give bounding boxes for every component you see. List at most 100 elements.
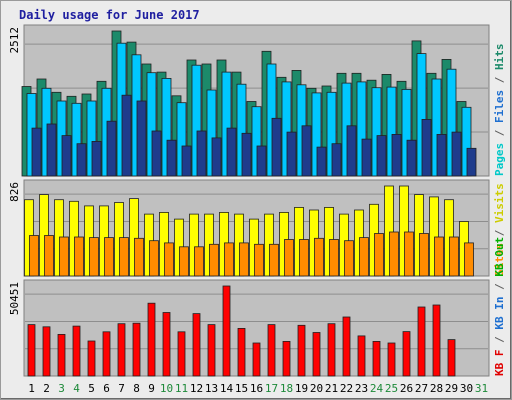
- bar-kb-f-day-19: [297, 324, 306, 377]
- panel-1-ymax-label: 2512: [8, 27, 21, 54]
- bar-pages-day-10: [166, 139, 177, 177]
- bar-sites-day-16: [254, 243, 264, 277]
- bar-pages-day-4: [76, 143, 87, 177]
- bar-kb-f-day-6: [102, 331, 111, 377]
- legend-separator: /: [493, 336, 506, 350]
- bar-sites-day-20: [314, 237, 324, 277]
- bar-pages-day-22: [346, 125, 357, 177]
- bar-pages-day-28: [436, 133, 447, 177]
- bar-sites-day-12: [194, 246, 204, 277]
- bar-pages-day-17: [271, 117, 282, 177]
- bar-pages-day-13: [211, 137, 222, 177]
- bar-visits-day-12: [189, 213, 199, 277]
- bar-pages-day-27: [421, 119, 432, 177]
- bar-kb-f-day-28: [432, 304, 441, 377]
- bar-sites-day-6: [104, 237, 114, 277]
- bar-kb-f-day-13: [207, 324, 216, 377]
- bar-kb-f-day-20: [312, 332, 321, 377]
- bar-sites-day-28: [434, 236, 444, 277]
- day-label-6: 6: [103, 382, 110, 395]
- day-label-26: 26: [400, 382, 413, 395]
- bar-files-day-13: [206, 89, 217, 177]
- bar-pages-day-2: [46, 123, 57, 177]
- bar-pages-day-8: [136, 100, 147, 177]
- bar-sites-day-26: [404, 231, 414, 277]
- bar-pages-day-3: [61, 135, 72, 177]
- bar-files-day-28: [431, 78, 442, 177]
- bar-pages-day-16: [256, 145, 267, 177]
- day-label-8: 8: [133, 382, 140, 395]
- bar-files-day-26: [401, 89, 412, 177]
- panel-2: 826 Sites / Visits: [8, 179, 506, 277]
- bar-kb-f-day-4: [72, 325, 81, 377]
- day-labels: 1 2 3 4 5 6 7 8 9 10 11 12 13 14 15 16 17 18 19 20 21 22 23 24 2…: [28, 382, 488, 395]
- bar-kb-f-day-17: [267, 324, 276, 377]
- bar-kb-f-day-27: [417, 306, 426, 377]
- bar-files-day-4: [71, 102, 82, 177]
- day-label-7: 7: [118, 382, 125, 395]
- bar-pages-day-26: [406, 139, 417, 177]
- bar-kb-f-day-11: [177, 331, 186, 377]
- bar-kb-f-day-14: [222, 285, 231, 377]
- bar-sites-day-8: [134, 237, 144, 277]
- day-label-20: 20: [310, 382, 323, 395]
- bar-files-day-25: [386, 86, 397, 177]
- legend-separator: /: [493, 129, 506, 143]
- day-label-12: 12: [190, 382, 203, 395]
- day-label-30: 30: [460, 382, 473, 395]
- bar-pages-day-14: [226, 127, 237, 177]
- bar-files-day-9: [146, 72, 157, 177]
- panel-2-ymax-label: 826: [8, 182, 21, 202]
- bar-sites-day-11: [179, 246, 189, 277]
- bar-kb-f-day-18: [282, 340, 291, 377]
- day-label-22: 22: [340, 382, 353, 395]
- day-label-19: 19: [295, 382, 308, 395]
- bar-pages-day-9: [151, 130, 162, 177]
- bar-sites-day-22: [344, 240, 354, 277]
- bar-kb-f-day-8: [132, 322, 141, 377]
- day-label-28: 28: [430, 382, 443, 395]
- bar-kb-f-day-12: [192, 313, 201, 377]
- bar-files-day-5: [86, 100, 97, 177]
- day-label-27: 27: [415, 382, 428, 395]
- bar-kb-f-day-7: [117, 323, 126, 377]
- bar-pages-day-12: [196, 130, 207, 177]
- panel-1-legend: Pages / Files / Hits: [493, 44, 506, 177]
- legend-pages: Pages: [493, 143, 506, 176]
- bar-kb-f-day-22: [342, 316, 351, 377]
- bar-sites-day-2: [44, 235, 54, 277]
- bar-kb-f-day-23: [357, 335, 366, 377]
- day-label-17: 17: [265, 382, 278, 395]
- legend-separator: /: [493, 283, 506, 297]
- day-label-11: 11: [175, 382, 188, 395]
- bar-files-day-27: [416, 53, 427, 177]
- day-label-4: 4: [73, 382, 80, 395]
- bar-pages-day-25: [391, 133, 402, 177]
- panel-1: 2512 Pages / Files / Hits: [8, 24, 506, 177]
- bar-sites-day-18: [284, 239, 294, 277]
- bar-sites-day-30: [464, 242, 474, 277]
- bar-kb-f-day-10: [162, 312, 171, 377]
- legend-visits: Visits: [493, 183, 506, 229]
- bar-files-day-24: [371, 87, 382, 177]
- legend-kb-in: KB In: [493, 297, 506, 337]
- panels-layer: 2512 Pages / Files / Hits 826 Sites / Visit…: [8, 24, 506, 377]
- day-label-13: 13: [205, 382, 218, 395]
- bar-files-day-18: [281, 81, 292, 177]
- bar-sites-day-29: [449, 236, 459, 277]
- day-label-21: 21: [325, 382, 338, 395]
- bar-visits-day-26: [399, 185, 409, 277]
- bar-files-day-15: [236, 83, 247, 177]
- bar-sites-day-4: [74, 236, 84, 277]
- bar-sites-day-7: [119, 237, 129, 277]
- bar-kb-f-day-9: [147, 302, 156, 377]
- legend-files: Files: [493, 90, 506, 130]
- bar-sites-day-14: [224, 242, 234, 277]
- bar-pages-day-24: [376, 135, 387, 177]
- panel-3: 50451 KB F / KB In / KB Out: [8, 237, 506, 377]
- bar-pages-day-21: [331, 143, 342, 177]
- bar-files-day-21: [326, 91, 337, 177]
- bar-pages-day-18: [286, 131, 297, 177]
